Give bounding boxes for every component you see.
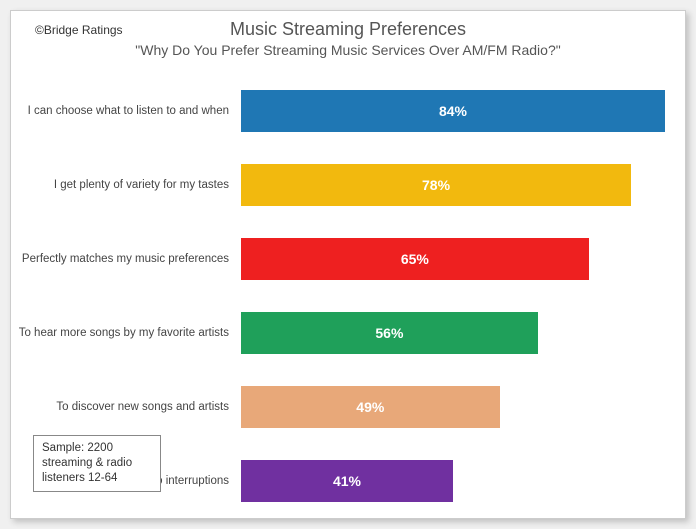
bar-row: To hear more songs by my favorite artist… bbox=[11, 298, 685, 368]
bar: 41% bbox=[241, 460, 453, 502]
bar-area: 65% bbox=[241, 238, 665, 280]
bar-value: 65% bbox=[401, 251, 429, 267]
chart-subtitle: "Why Do You Prefer Streaming Music Servi… bbox=[11, 42, 685, 58]
bar-label: I can choose what to listen to and when bbox=[11, 105, 241, 117]
bar-row: I get plenty of variety for my tastes 78… bbox=[11, 150, 685, 220]
bar-row: Perfectly matches my music preferences 6… bbox=[11, 224, 685, 294]
bar-row: I can choose what to listen to and when … bbox=[11, 76, 685, 146]
bar-label: To discover new songs and artists bbox=[11, 401, 241, 413]
bar-area: 56% bbox=[241, 312, 665, 354]
bar-row: To discover new songs and artists 49% bbox=[11, 372, 685, 442]
bar-value: 41% bbox=[333, 473, 361, 489]
bar-label: To hear more songs by my favorite artist… bbox=[11, 327, 241, 339]
bar-value: 78% bbox=[422, 177, 450, 193]
bar-label: Perfectly matches my music preferences bbox=[11, 253, 241, 265]
bar-area: 84% bbox=[241, 90, 665, 132]
bar: 49% bbox=[241, 386, 500, 428]
bar-area: 78% bbox=[241, 164, 665, 206]
bar-label: I get plenty of variety for my tastes bbox=[11, 179, 241, 191]
bar-value: 49% bbox=[356, 399, 384, 415]
copyright-text: ©Bridge Ratings bbox=[35, 23, 123, 37]
bar: 84% bbox=[241, 90, 665, 132]
bar: 65% bbox=[241, 238, 589, 280]
chart-container: ©Bridge Ratings Music Streaming Preferen… bbox=[10, 10, 686, 519]
bar: 56% bbox=[241, 312, 538, 354]
bar: 78% bbox=[241, 164, 631, 206]
bar-value: 84% bbox=[439, 103, 467, 119]
bar-value: 56% bbox=[375, 325, 403, 341]
sample-note: Sample: 2200 streaming & radio listeners… bbox=[33, 435, 161, 492]
bar-area: 41% bbox=[241, 460, 665, 502]
bar-area: 49% bbox=[241, 386, 665, 428]
